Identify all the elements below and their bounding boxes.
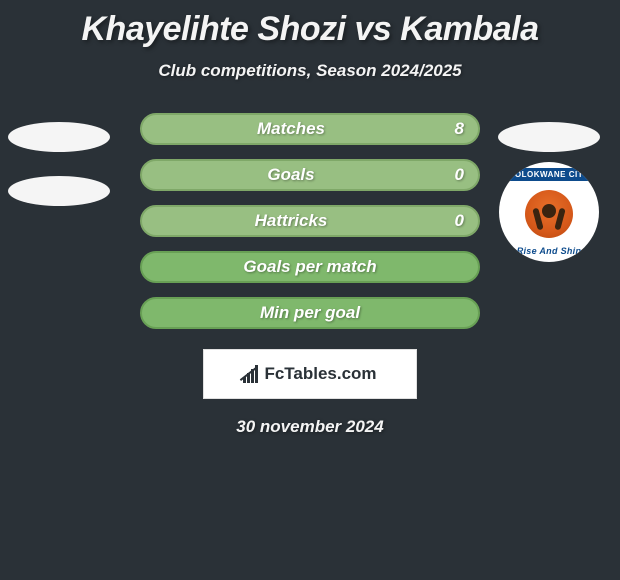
bar-chart-icon: [243, 365, 258, 383]
oval-placeholder: [8, 122, 110, 152]
date-text: 30 november 2024: [0, 417, 620, 437]
page-title: Khayelihte Shozi vs Kambala: [0, 0, 620, 49]
stat-label: Goals: [142, 165, 440, 185]
badge-bottom-text: Rise And Shin: [517, 246, 582, 256]
right-team-area: POLOKWANE CITY Rise And Shin: [498, 122, 600, 262]
left-team-placeholder: [8, 122, 110, 206]
stat-label: Hattricks: [142, 211, 440, 231]
team-badge: POLOKWANE CITY Rise And Shin: [499, 162, 599, 262]
stat-bar-matches: Matches 8: [140, 113, 480, 145]
stat-label: Matches: [142, 119, 440, 139]
stat-value: 0: [440, 165, 464, 185]
brand-box[interactable]: FcTables.com: [203, 349, 417, 399]
badge-top-text: POLOKWANE CITY: [501, 168, 597, 181]
stat-value: 8: [440, 119, 464, 139]
stat-bar-hattricks: Hattricks 0: [140, 205, 480, 237]
brand-name: FcTables.com: [264, 364, 376, 384]
page-subtitle: Club competitions, Season 2024/2025: [0, 61, 620, 81]
oval-placeholder: [498, 122, 600, 152]
oval-placeholder: [8, 176, 110, 206]
stat-bar-goals: Goals 0: [140, 159, 480, 191]
stat-bar-goals-per-match: Goals per match: [140, 251, 480, 283]
stat-bar-min-per-goal: Min per goal: [140, 297, 480, 329]
stat-value: 0: [440, 211, 464, 231]
stat-label: Min per goal: [142, 303, 478, 323]
stat-label: Goals per match: [142, 257, 478, 277]
badge-emblem-icon: [525, 190, 573, 238]
